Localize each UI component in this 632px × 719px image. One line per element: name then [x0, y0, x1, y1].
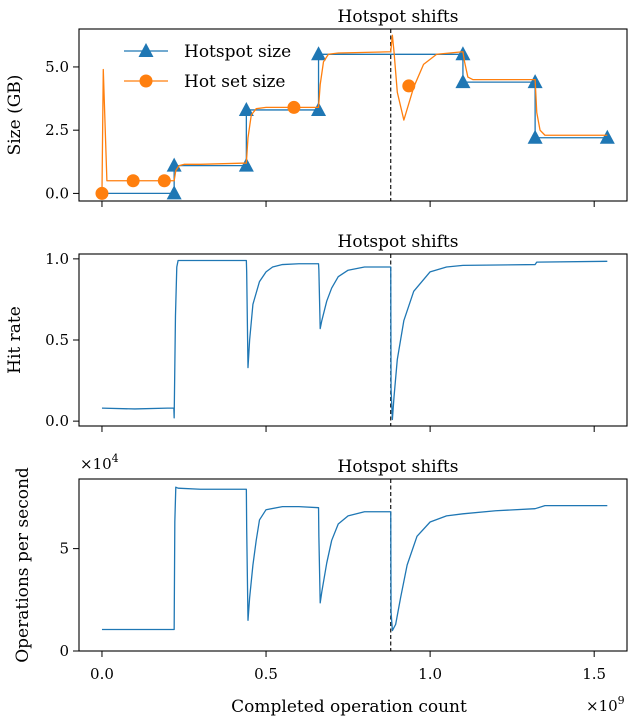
chart-panel-1: 0.0 2.5 5.0 Hotspot shifts Size (GB) Hotspot … — [5, 7, 628, 207]
y-axis-label: Operations per second — [13, 467, 33, 663]
plot-area — [101, 486, 608, 632]
y-tick-label: 0.5 — [45, 331, 69, 349]
axes-frame — [78, 478, 628, 652]
y-axis-multiplier: ×104 — [80, 452, 119, 473]
legend-triangle-icon — [138, 43, 154, 57]
axes-frame — [78, 28, 628, 202]
series-line-2 — [101, 34, 608, 194]
legend: Hotspot size Hot set size — [124, 42, 291, 92]
x-tick-label: 0.0 — [90, 665, 114, 683]
series-line-1 — [101, 486, 608, 632]
y-tick-label: 5 — [59, 540, 69, 558]
x-tick-label: 1.0 — [418, 665, 442, 683]
series-1-marker — [238, 101, 254, 116]
axes-frame — [78, 253, 628, 427]
chart-panel-2: 0.0 0.5 1.0 Hotspot shifts Hit rate — [5, 232, 628, 432]
series-1-marker — [238, 157, 254, 172]
x-tick-label: 1.5 — [582, 665, 606, 683]
series-2-marker — [287, 100, 301, 114]
series-1-marker — [311, 46, 327, 61]
panel-title: Hotspot shifts — [338, 232, 459, 252]
y-multiplier-base: ×10 — [80, 455, 112, 473]
series-2-marker — [126, 174, 140, 188]
y-multiplier-exponent: 4 — [112, 452, 119, 465]
series-1-marker — [311, 101, 327, 116]
legend-label-2: Hot set size — [184, 72, 286, 92]
panel-title: Hotspot shifts — [338, 7, 459, 27]
x-multiplier-exponent: 9 — [618, 694, 625, 707]
y-tick-label: 0 — [59, 642, 69, 660]
x-multiplier-base: ×10 — [586, 697, 618, 715]
plot-area — [101, 259, 608, 421]
series-1-marker — [455, 74, 471, 89]
series-2-marker — [402, 79, 416, 93]
x-axis-multiplier: ×109 — [586, 694, 625, 715]
y-axis-label: Hit rate — [5, 306, 25, 374]
y-tick-label: 2.5 — [45, 121, 69, 139]
series-2-marker — [95, 186, 109, 200]
y-axis-label: Size (GB) — [5, 75, 25, 156]
y-tick-label: 0.0 — [45, 184, 69, 202]
legend-circle-icon — [139, 74, 153, 88]
y-tick-label: 0.0 — [45, 412, 69, 430]
panel-title: Hotspot shifts — [338, 457, 459, 477]
series-1-marker — [166, 157, 182, 172]
x-axis-label: Completed operation count — [231, 697, 467, 717]
series-1-marker — [166, 185, 182, 200]
y-tick-label: 5.0 — [45, 58, 69, 76]
legend-label-1: Hotspot size — [184, 42, 291, 62]
chart-panel-3: 0.0 0.5 1.0 1.5 0 5 Hotspot shifts Operations p… — [13, 452, 628, 683]
y-tick-label: 1.0 — [45, 250, 69, 268]
series-1-marker — [599, 129, 615, 144]
x-tick-label: 0.5 — [254, 665, 278, 683]
series-2-marker — [157, 174, 171, 188]
series-line-1 — [101, 259, 608, 421]
series-1-marker — [527, 129, 543, 144]
series-line-1 — [101, 53, 608, 195]
plot-area — [95, 34, 615, 200]
